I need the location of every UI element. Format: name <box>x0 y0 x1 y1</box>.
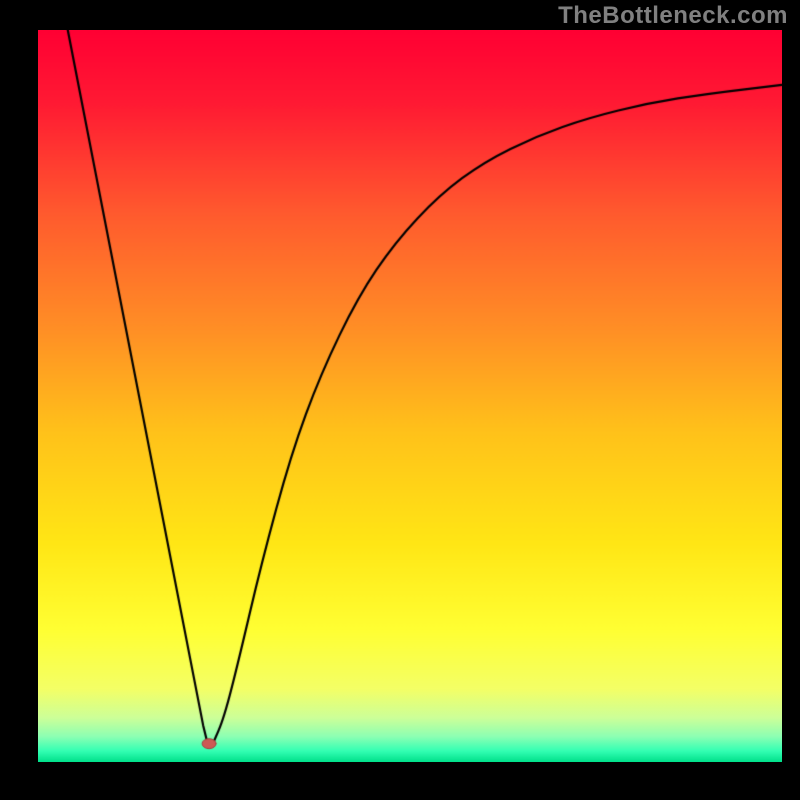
watermark-text: TheBottleneck.com <box>558 2 788 30</box>
plot-area <box>38 30 782 762</box>
chart-canvas <box>38 30 782 762</box>
chart-frame: TheBottleneck.com <box>0 0 800 800</box>
